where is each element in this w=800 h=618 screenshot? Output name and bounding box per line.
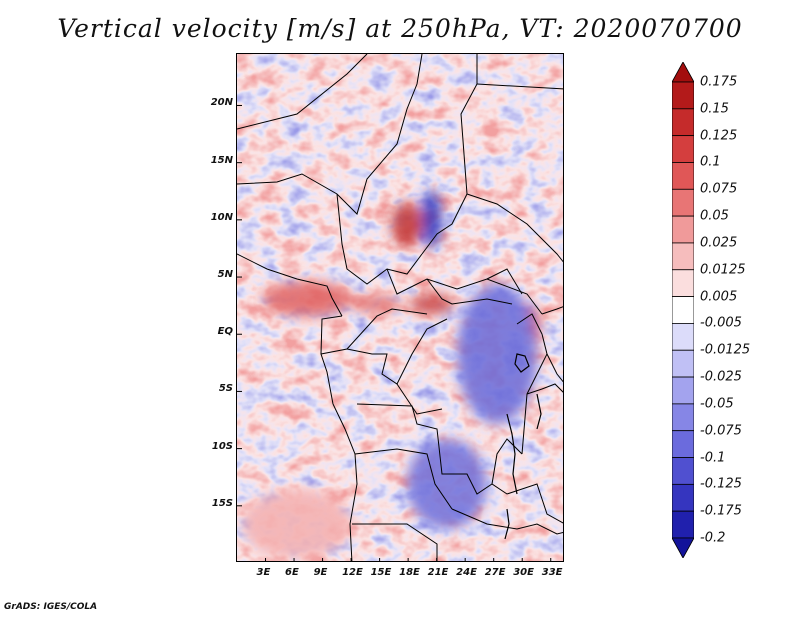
lon-label: 18E bbox=[399, 567, 420, 578]
colorbar-swatch bbox=[672, 537, 694, 558]
colorbar-swatch bbox=[672, 349, 694, 378]
lat-label: 15S bbox=[211, 497, 233, 509]
colorbar-swatch bbox=[672, 323, 694, 351]
country-borders bbox=[237, 54, 563, 561]
colorbar-swatch bbox=[672, 62, 694, 83]
lat-label: 5N bbox=[217, 269, 233, 281]
lon-label: 3E bbox=[256, 567, 271, 578]
colorbar-swatch bbox=[672, 483, 694, 512]
colorbar-label: -0.005 bbox=[700, 315, 742, 331]
colorbar-label: -0.175 bbox=[700, 503, 742, 519]
colorbar-swatch bbox=[672, 81, 694, 110]
lat-label: 5S bbox=[218, 383, 233, 395]
lat-label: 10N bbox=[210, 211, 233, 223]
lon-label: 6E bbox=[285, 567, 299, 578]
colorbar-label: 0.0125 bbox=[700, 262, 746, 278]
colorbar-swatch bbox=[672, 269, 694, 297]
lake-outlines bbox=[504, 353, 542, 540]
lon-label: 9E bbox=[313, 567, 328, 578]
chart-title: Vertical velocity [m/s] at 250hPa, VT: 2… bbox=[57, 14, 743, 43]
colorbar-swatch bbox=[672, 376, 694, 405]
lat-label: EQ bbox=[217, 326, 233, 338]
colorbar-label: -0.2 bbox=[700, 530, 726, 546]
colorbar-swatch bbox=[672, 188, 694, 217]
colorbar-label: 0.15 bbox=[700, 101, 729, 117]
colorbar-label: -0.025 bbox=[700, 369, 742, 385]
map-panel[interactable] bbox=[236, 53, 564, 562]
lon-label: 21E bbox=[427, 567, 449, 578]
colorbar-label: 0.125 bbox=[700, 128, 738, 144]
lon-label: 30E bbox=[513, 567, 534, 578]
lat-label: 10S bbox=[211, 440, 233, 452]
colorbar-swatch bbox=[672, 403, 694, 432]
colorbar-swatch bbox=[672, 242, 694, 271]
latitude-ticks bbox=[237, 104, 242, 507]
colorbar-label: 0.1 bbox=[700, 154, 721, 170]
colorbar-swatch bbox=[672, 430, 694, 458]
lon-label: 15E bbox=[370, 567, 392, 578]
lon-label: 27E bbox=[484, 567, 506, 578]
colorbar-label: 0.175 bbox=[700, 74, 738, 90]
colorbar-label: -0.075 bbox=[700, 423, 742, 439]
colorbar-swatch bbox=[672, 162, 694, 190]
colorbar-label: 0.025 bbox=[700, 235, 738, 251]
colorbar-label: 0.005 bbox=[700, 289, 738, 305]
lon-label: 33E bbox=[541, 567, 563, 578]
colorbar-label: -0.125 bbox=[700, 476, 742, 492]
lon-label: 24E bbox=[456, 567, 477, 578]
strong-velocity-regions bbox=[242, 189, 541, 559]
lat-label: 20N bbox=[210, 97, 233, 109]
colorbar-swatch bbox=[672, 510, 694, 539]
lat-label: 15N bbox=[210, 154, 233, 166]
colorbar-swatch bbox=[672, 457, 694, 485]
lon-label: 12E bbox=[342, 567, 363, 578]
colorbar-swatch bbox=[672, 215, 694, 244]
colorbar-label: 0.075 bbox=[700, 181, 738, 197]
vertical-velocity-map bbox=[237, 54, 563, 561]
colorbar-label: -0.1 bbox=[700, 450, 726, 466]
colorbar-label: -0.05 bbox=[700, 396, 734, 412]
colorbar-swatch bbox=[672, 296, 694, 324]
colorbar bbox=[672, 62, 694, 558]
colorbar-label: -0.0125 bbox=[700, 342, 751, 358]
longitude-ticks bbox=[265, 558, 552, 561]
colorbar-label: 0.05 bbox=[700, 208, 729, 224]
footer-credit: GrADS: IGES/COLA bbox=[4, 602, 98, 612]
colorbar-swatch bbox=[672, 108, 694, 137]
colorbar-swatch bbox=[672, 135, 694, 163]
